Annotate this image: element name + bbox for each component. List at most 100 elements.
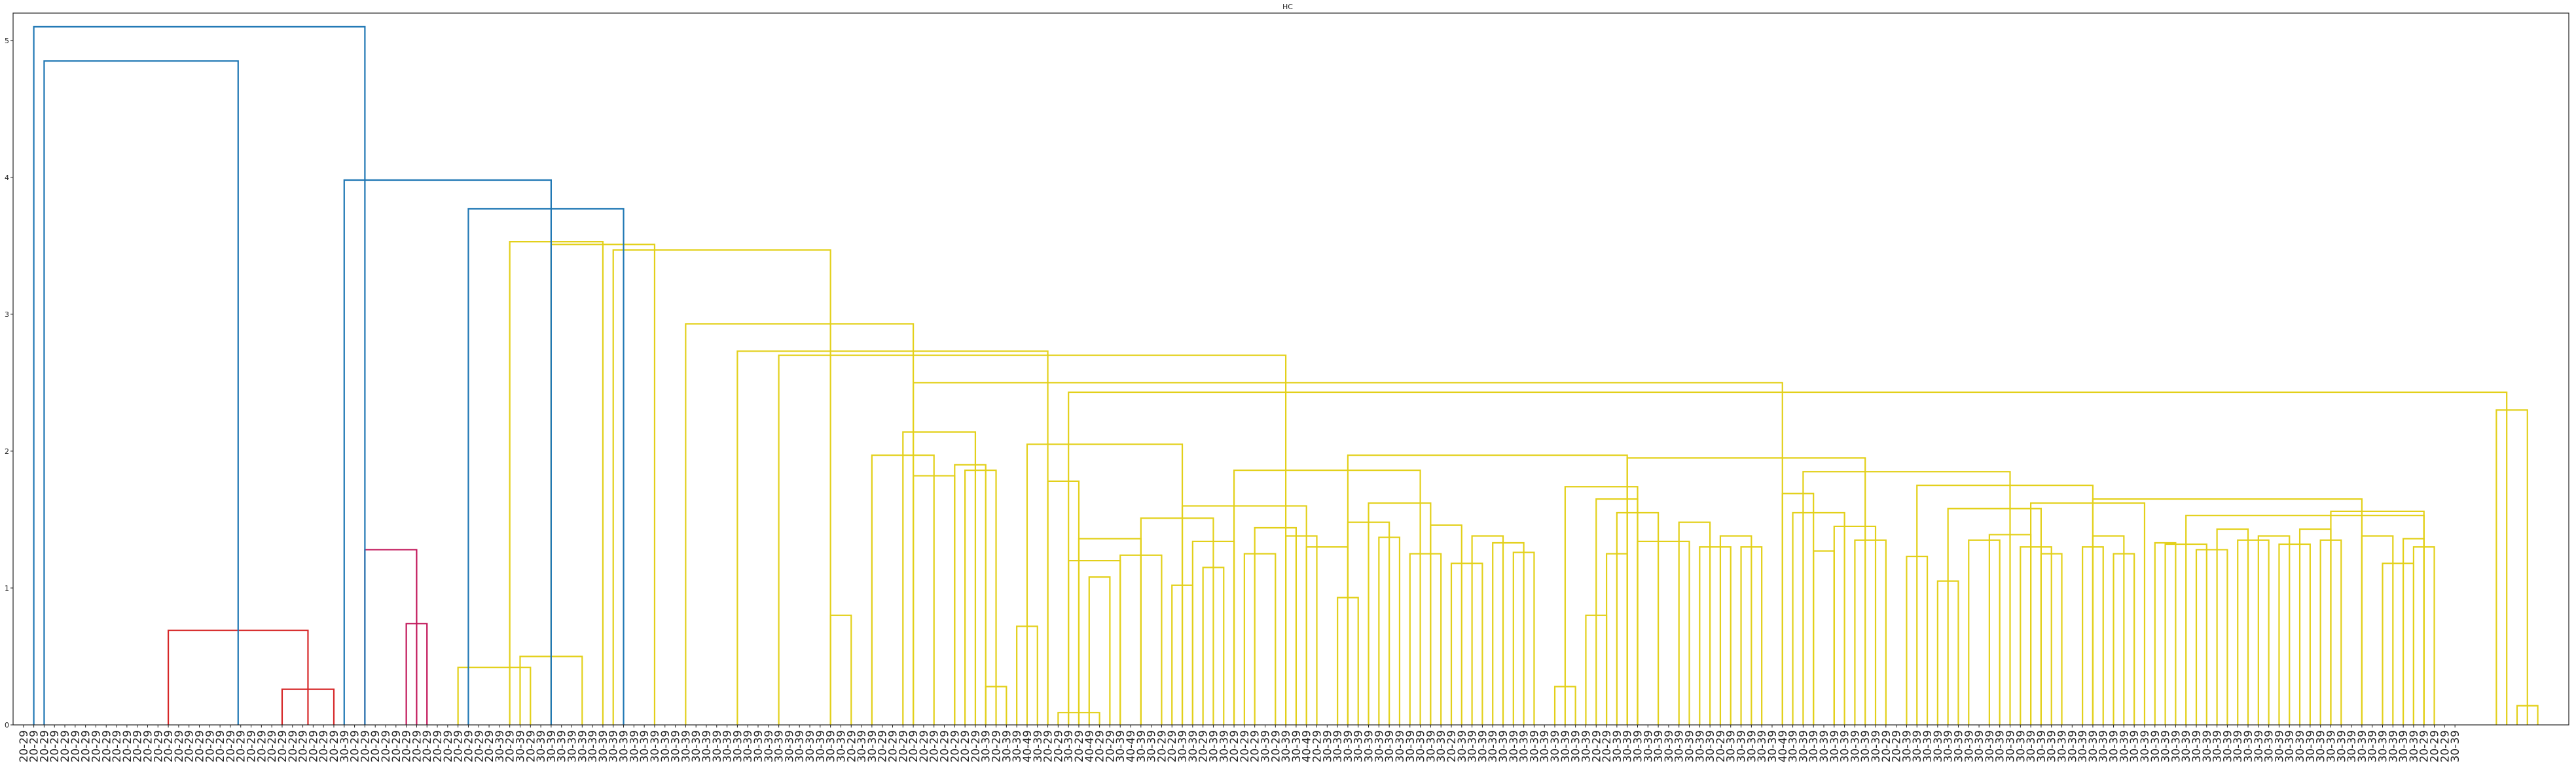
leaf-label-32: 20-29 [349,730,362,762]
leaf-label-229: 30-39 [2387,730,2400,762]
leaf-label-100: 20-29 [1052,730,1065,762]
dendrogram-link-31 [1202,566,1225,725]
dendrogram-link-68 [1916,485,2094,725]
leaf-label-175: 30-39 [1828,730,1841,762]
leaf-label-75: 30-39 [793,730,807,762]
leaf-label-172: 30-39 [1797,730,1810,762]
leaf-label-233: 20-29 [2429,730,2442,762]
leaf-label-68: 30-39 [721,730,735,762]
dendrogram-link-21 [1026,443,1184,725]
leaf-label-183: 30-39 [1911,730,1924,762]
dendrogram-link-59 [1740,546,1763,725]
leaf-label-7: 20-29 [90,730,103,762]
dendrogram-link-22 [1047,480,1080,725]
leaf-label-72: 30-39 [763,730,776,762]
leaf-label-112: 30-39 [1176,730,1189,762]
leaf-label-65: 30-39 [690,730,703,762]
dendrogram-link-64 [1833,525,1877,725]
leaf-label-11: 20-29 [132,730,145,762]
dendrogram-link-80 [2154,542,2177,725]
dendrogram-link-43 [1430,524,1462,725]
leaf-label-181: 20-29 [1891,730,1904,762]
leaf-label-22: 20-29 [245,730,259,762]
dendrogram-link-97 [1068,391,2508,725]
leaf-label-14: 20-29 [162,730,175,762]
y-axis: 0 1 2 3 4 5 [5,37,13,729]
leaf-label-141: 30-39 [1476,730,1489,762]
leaf-label-1: 20-29 [28,730,41,762]
leaf-label-156: 30-39 [1631,730,1644,762]
leaf-label-223: 30-39 [2325,730,2338,762]
leaf-label-66: 30-39 [700,730,714,762]
dendrogram-link-83 [2216,528,2249,725]
leaf-label-193: 30-39 [2014,730,2027,762]
dendrogram-link-18 [964,470,997,725]
leaf-label-186: 30-39 [1942,730,1955,762]
dendrogram-link-96 [2516,705,2539,725]
dendrogram-link-71 [1968,539,2001,725]
leaf-label-149: 30-39 [1559,730,1572,762]
leaf-label-198: 30-39 [2066,730,2079,762]
leaf-label-93: 30-39 [980,730,993,762]
dendrogram-link-73 [2020,546,2052,725]
leaf-label-17: 20-29 [194,730,207,762]
leaf-label-47: 20-29 [504,730,517,762]
leaf-label-191: 30-39 [1994,730,2007,762]
dendrogram-link-60 [1626,457,1866,725]
leaf-label-113: 30-39 [1187,730,1200,762]
leaf-label-63: 30-39 [670,730,683,762]
leaf-label-15: 20-29 [173,730,186,762]
dendrogram-link-44 [1450,562,1483,725]
leaf-label-159: 30-39 [1663,730,1676,762]
leaf-label-111: 20-29 [1166,730,1179,762]
leaf-label-0: 20-29 [18,730,31,762]
leaf-label-157: 30-39 [1642,730,1655,762]
leaf-label-21: 20-29 [235,730,248,762]
dendrogram-link-15 [902,431,977,725]
leaf-label-216: 30-39 [2253,730,2266,762]
leaf-label-190: 30-39 [1984,730,1997,762]
leaf-label-212: 30-39 [2211,730,2224,762]
leaf-label-144: 30-39 [1508,730,1521,762]
leaf-label-69: 30-39 [731,730,744,762]
leaf-label-153: 20-29 [1601,730,1614,762]
dendrogram-link-19 [985,686,1007,725]
leaf-label-80: 20-29 [845,730,858,762]
leaf-label-178: 30-39 [1859,730,1872,762]
leaf-label-200: 30-39 [2087,730,2100,762]
dendrogram-link-86 [2278,543,2311,725]
y-tick-label-0: 0 [5,721,9,729]
leaf-label-150: 30-39 [1570,730,1583,762]
leaf-label-220: 30-39 [2294,730,2307,762]
leaf-label-79: 30-39 [835,730,848,762]
leaf-label-76: 30-39 [804,730,817,762]
leaf-label-184: 30-39 [1921,730,1934,762]
dendrogram-link-34 [1254,526,1297,725]
dendrogram-link-75 [2030,502,2146,725]
dendrogram-link-90 [2361,535,2394,725]
leaf-label-58: 30-39 [618,730,631,762]
leaf-label-70: 30-39 [742,730,755,762]
leaf-label-88: 20-29 [928,730,941,762]
leaf-label-138: 20-29 [1445,730,1459,762]
leaf-label-158: 30-39 [1652,730,1665,762]
x-axis: 20-2920-2920-2920-2920-2920-2920-2920-29… [18,725,2462,762]
leaf-label-115: 30-39 [1207,730,1220,762]
leaf-label-2: 20-29 [38,730,51,762]
leaf-label-28: 20-29 [307,730,320,762]
dendrogram-link-66 [1802,471,2011,725]
dendrogram-link-55 [1637,540,1690,725]
leaf-label-51: 30-39 [545,730,558,762]
leaf-label-83: 20-29 [877,730,890,762]
leaf-label-214: 30-39 [2232,730,2245,762]
dendrogram-link-70 [1947,507,2042,725]
leaf-label-128: 30-39 [1342,730,1355,762]
leaf-label-137: 30-39 [1435,730,1448,762]
leaf-label-169: 30-39 [1766,730,1779,762]
plot-frame [12,12,2569,726]
leaf-label-213: 30-39 [2221,730,2234,762]
leaf-label-226: 30-39 [2356,730,2369,762]
dendrogram-link-38 [1233,470,1421,725]
leaf-label-30: 20-29 [328,730,341,762]
